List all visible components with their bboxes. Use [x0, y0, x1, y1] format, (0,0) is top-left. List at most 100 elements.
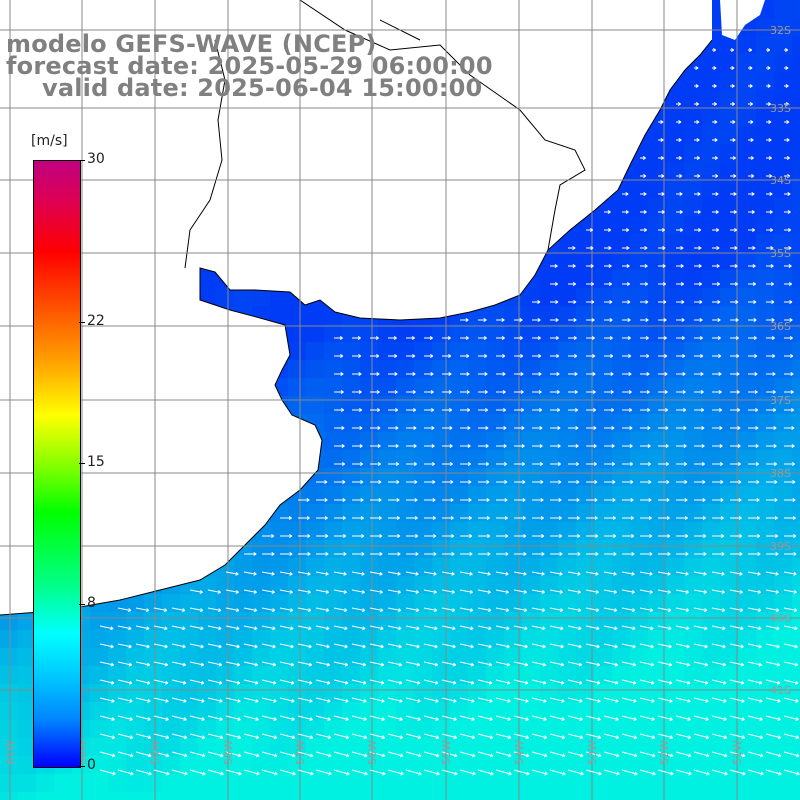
- speed-cell: [612, 450, 630, 468]
- speed-cell: [720, 774, 738, 792]
- speed-cell: [486, 432, 504, 450]
- speed-cell: [612, 342, 630, 360]
- legend-tick-mark: [79, 463, 85, 464]
- speed-cell: [396, 432, 414, 450]
- speed-cell: [108, 792, 126, 800]
- speed-cell: [792, 90, 800, 108]
- speed-cell: [378, 378, 396, 396]
- speed-cell: [558, 288, 576, 306]
- speed-cell: [630, 792, 648, 800]
- speed-cell: [90, 792, 108, 800]
- speed-cell: [468, 324, 486, 342]
- speed-cell: [324, 792, 342, 800]
- speed-cell: [540, 486, 558, 504]
- speed-cell: [648, 450, 666, 468]
- speed-cell: [378, 360, 396, 378]
- speed-cell: [378, 396, 396, 414]
- speed-cell: [720, 414, 738, 432]
- speed-cell: [576, 306, 594, 324]
- speed-cell: [612, 378, 630, 396]
- speed-cell: [306, 396, 324, 414]
- speed-cell: [738, 126, 756, 144]
- speed-cell: [486, 504, 504, 522]
- speed-cell: [702, 378, 720, 396]
- speed-cell: [432, 468, 450, 486]
- speed-cell: [522, 342, 540, 360]
- speed-cell: [684, 72, 702, 90]
- speed-cell: [594, 396, 612, 414]
- latitude-label: 40S: [770, 612, 791, 625]
- speed-cell: [342, 504, 360, 522]
- speed-cell: [792, 288, 800, 306]
- speed-cell: [414, 504, 432, 522]
- speed-cell: [360, 504, 378, 522]
- speed-cell: [486, 342, 504, 360]
- speed-cell: [756, 504, 774, 522]
- speed-cell: [288, 324, 306, 342]
- speed-cell: [252, 288, 270, 306]
- speed-cell: [558, 306, 576, 324]
- speed-cell: [738, 324, 756, 342]
- speed-cell: [612, 774, 630, 792]
- speed-cell: [792, 306, 800, 324]
- speed-cell: [342, 378, 360, 396]
- speed-cell: [0, 630, 18, 648]
- speed-cell: [414, 414, 432, 432]
- speed-cell: [702, 162, 720, 180]
- speed-cell: [558, 378, 576, 396]
- speed-cell: [666, 774, 684, 792]
- speed-cell: [774, 126, 792, 144]
- legend-tick-label: 22: [87, 312, 105, 329]
- speed-cell: [558, 792, 576, 800]
- speed-cell: [720, 162, 738, 180]
- speed-cell: [756, 126, 774, 144]
- speed-cell: [684, 90, 702, 108]
- speed-cell: [774, 792, 792, 800]
- speed-cell: [450, 414, 468, 432]
- speed-cell: [432, 792, 450, 800]
- speed-cell: [702, 468, 720, 486]
- speed-cell: [774, 18, 792, 36]
- speed-cell: [738, 54, 756, 72]
- speed-cell: [450, 378, 468, 396]
- speed-cell: [540, 324, 558, 342]
- speed-cell: [702, 324, 720, 342]
- speed-cell: [576, 504, 594, 522]
- speed-cell: [396, 360, 414, 378]
- speed-cell: [630, 468, 648, 486]
- speed-cell: [612, 432, 630, 450]
- speed-cell: [594, 504, 612, 522]
- speed-cell: [756, 288, 774, 306]
- latitude-label: 36S: [770, 320, 791, 333]
- speed-cell: [792, 468, 800, 486]
- speed-cell: [468, 414, 486, 432]
- speed-cell: [306, 342, 324, 360]
- speed-cell: [648, 144, 666, 162]
- speed-cell: [702, 180, 720, 198]
- speed-cell: [558, 360, 576, 378]
- speed-cell: [594, 774, 612, 792]
- speed-cell: [792, 522, 800, 540]
- speed-cell: [594, 288, 612, 306]
- speed-cell: [684, 360, 702, 378]
- speed-cell: [756, 54, 774, 72]
- speed-cell: [666, 162, 684, 180]
- speed-cell: [378, 324, 396, 342]
- speed-cell: [324, 342, 342, 360]
- speed-cell: [648, 324, 666, 342]
- longitude-label: 59W: [149, 740, 162, 765]
- speed-cell: [774, 360, 792, 378]
- speed-cell: [756, 360, 774, 378]
- speed-cell: [630, 342, 648, 360]
- speed-cell: [0, 720, 18, 738]
- speed-cell: [594, 360, 612, 378]
- speed-cell: [792, 144, 800, 162]
- speed-cell: [666, 378, 684, 396]
- speed-cell: [468, 468, 486, 486]
- speed-cell: [594, 432, 612, 450]
- speed-cell: [612, 288, 630, 306]
- speed-cell: [756, 792, 774, 800]
- speed-cell: [738, 342, 756, 360]
- speed-cell: [684, 378, 702, 396]
- speed-cell: [594, 792, 612, 800]
